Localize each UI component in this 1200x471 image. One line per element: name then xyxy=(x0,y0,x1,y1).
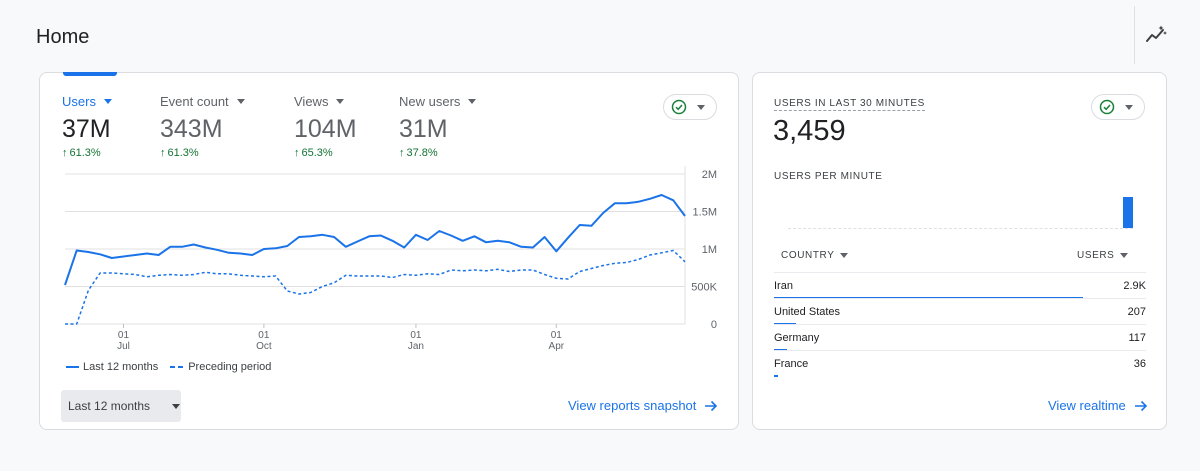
insights-button[interactable] xyxy=(1144,24,1168,48)
chevron-down-icon xyxy=(336,99,345,104)
arrow-up-icon: ↑ xyxy=(399,147,405,159)
active-tab-indicator xyxy=(63,72,117,76)
table-row: France 36 xyxy=(774,350,1146,377)
y-tick-label: 1.5M xyxy=(693,207,717,219)
arrow-up-icon: ↑ xyxy=(160,147,166,159)
realtime-card: USERS IN LAST 30 MINUTES 3,459 USERS PER… xyxy=(752,72,1167,430)
users-column-header[interactable]: USERS xyxy=(1077,250,1129,261)
metric-users[interactable]: Users 37M ↑ 61.3% xyxy=(62,94,112,159)
arrow-up-icon: ↑ xyxy=(294,147,300,159)
header-divider xyxy=(1134,6,1135,64)
date-range-dropdown[interactable]: Last 12 months xyxy=(61,390,181,422)
metric-label[interactable]: Views xyxy=(294,94,357,109)
country-name: Iran xyxy=(774,280,793,292)
chart-legend: Last 12 months Preceding period xyxy=(66,361,271,373)
table-row: Iran 2.9K xyxy=(774,272,1146,299)
country-name: United States xyxy=(774,306,841,318)
country-share-bar xyxy=(774,375,778,377)
per-minute-baseline xyxy=(788,228,1133,229)
metric-value: 343M xyxy=(160,115,223,143)
metric-event-count[interactable]: Event count 343M ↑ 61.3% xyxy=(160,94,245,159)
metric-value: 31M xyxy=(399,115,448,143)
metric-change: ↑ 65.3% xyxy=(294,147,333,159)
metric-new-users[interactable]: New users 31M ↑ 37.8% xyxy=(399,94,477,159)
view-reports-snapshot-link[interactable]: View reports snapshot xyxy=(568,398,718,413)
metric-value: 37M xyxy=(62,115,111,143)
realtime-title[interactable]: USERS IN LAST 30 MINUTES xyxy=(774,98,925,111)
chevron-down-icon xyxy=(697,104,705,110)
metric-change: ↑ 61.3% xyxy=(160,147,199,159)
realtime-user-count: 3,459 xyxy=(773,115,846,147)
realtime-data-quality-button[interactable] xyxy=(1091,94,1145,120)
country-users: 2.9K xyxy=(1123,280,1146,292)
check-circle-icon xyxy=(1099,99,1115,115)
metric-label[interactable]: Users xyxy=(62,94,112,109)
page-title: Home xyxy=(36,26,90,48)
legend-item-current: Last 12 months xyxy=(66,361,158,373)
x-tick-day: 01 xyxy=(410,330,422,341)
country-column-header[interactable]: COUNTRY xyxy=(781,250,849,261)
legend-item-previous: Preceding period xyxy=(170,361,271,373)
x-tick-month: Jan xyxy=(408,341,424,352)
country-users: 207 xyxy=(1127,306,1146,318)
chevron-down-icon xyxy=(1120,253,1129,258)
data-quality-button[interactable] xyxy=(663,94,717,120)
x-tick-day: 01 xyxy=(258,330,270,341)
chevron-down-icon xyxy=(172,403,181,409)
overview-card: Users 37M ↑ 61.3% Event count 343M ↑ 61.3%… xyxy=(39,72,739,430)
metric-label[interactable]: New users xyxy=(399,94,477,109)
x-tick-month: Oct xyxy=(256,341,272,352)
x-tick-day: 01 xyxy=(551,330,563,341)
x-tick-month: Jul xyxy=(117,341,130,352)
table-row: Germany 117 xyxy=(774,324,1146,351)
metric-change: ↑ 37.8% xyxy=(399,147,438,159)
arrow-right-icon xyxy=(1134,400,1147,411)
check-circle-icon xyxy=(671,99,687,115)
y-tick-label: 1M xyxy=(702,244,717,256)
chevron-down-icon xyxy=(1125,104,1133,110)
insights-icon xyxy=(1146,25,1167,42)
arrow-up-icon: ↑ xyxy=(62,147,68,159)
country-users: 36 xyxy=(1133,358,1146,370)
chevron-down-icon xyxy=(236,99,245,104)
metric-change: ↑ 61.3% xyxy=(62,147,101,159)
x-tick-month: Apr xyxy=(549,341,565,352)
arrow-right-icon xyxy=(705,400,718,411)
legend-solid-swatch xyxy=(66,366,79,368)
users-per-minute-label: USERS PER MINUTE xyxy=(774,171,883,182)
y-tick-label: 0 xyxy=(711,319,717,331)
metric-value: 104M xyxy=(294,115,357,143)
chevron-down-icon xyxy=(468,99,477,104)
x-tick-day: 01 xyxy=(118,330,130,341)
view-realtime-link[interactable]: View realtime xyxy=(1048,398,1148,413)
series-line-previous xyxy=(65,249,686,325)
chevron-down-icon xyxy=(840,253,849,258)
metric-label[interactable]: Event count xyxy=(160,94,245,109)
country-name: France xyxy=(774,358,809,370)
legend-dashed-swatch xyxy=(170,366,185,368)
metric-views[interactable]: Views 104M ↑ 65.3% xyxy=(294,94,357,159)
per-minute-bar xyxy=(1123,197,1133,228)
y-tick-label: 2M xyxy=(702,169,717,181)
country-name: Germany xyxy=(774,332,820,344)
chevron-down-icon xyxy=(103,99,112,104)
country-users: 117 xyxy=(1128,332,1146,344)
table-row: United States 207 xyxy=(774,298,1146,325)
y-tick-label: 500K xyxy=(691,282,717,294)
series-line-current xyxy=(64,194,686,286)
